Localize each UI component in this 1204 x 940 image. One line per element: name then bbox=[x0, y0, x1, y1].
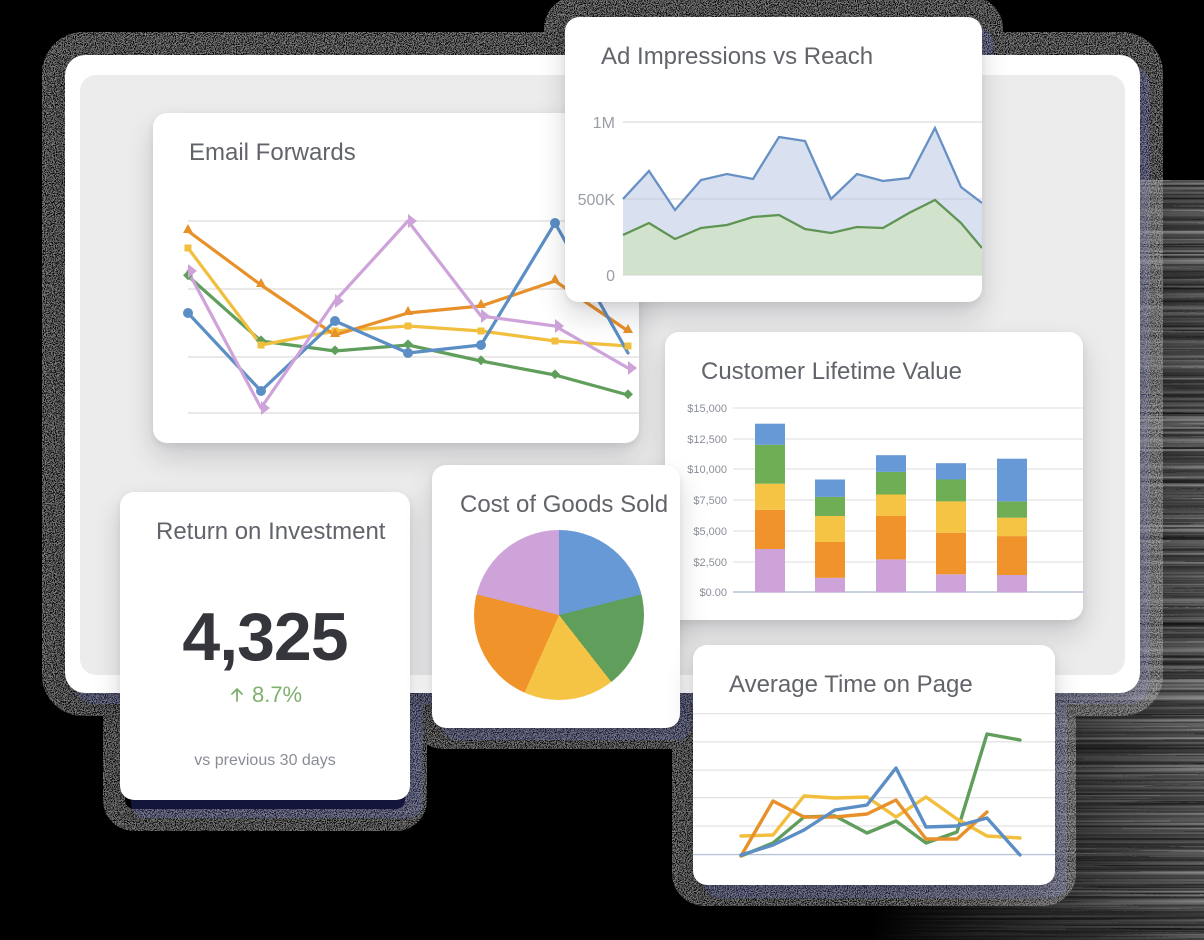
svg-text:$0.00: $0.00 bbox=[699, 587, 727, 599]
svg-text:$7,500: $7,500 bbox=[693, 495, 727, 507]
svg-text:$15,000: $15,000 bbox=[687, 403, 727, 415]
svg-text:0: 0 bbox=[606, 268, 615, 285]
svg-text:$2,500: $2,500 bbox=[693, 557, 727, 569]
svg-text:$5,000: $5,000 bbox=[693, 526, 727, 538]
svg-text:$12,500: $12,500 bbox=[687, 434, 727, 446]
svg-text:500K: 500K bbox=[578, 192, 616, 209]
svg-text:1M: 1M bbox=[593, 115, 615, 132]
svg-text:$10,000: $10,000 bbox=[687, 464, 727, 476]
